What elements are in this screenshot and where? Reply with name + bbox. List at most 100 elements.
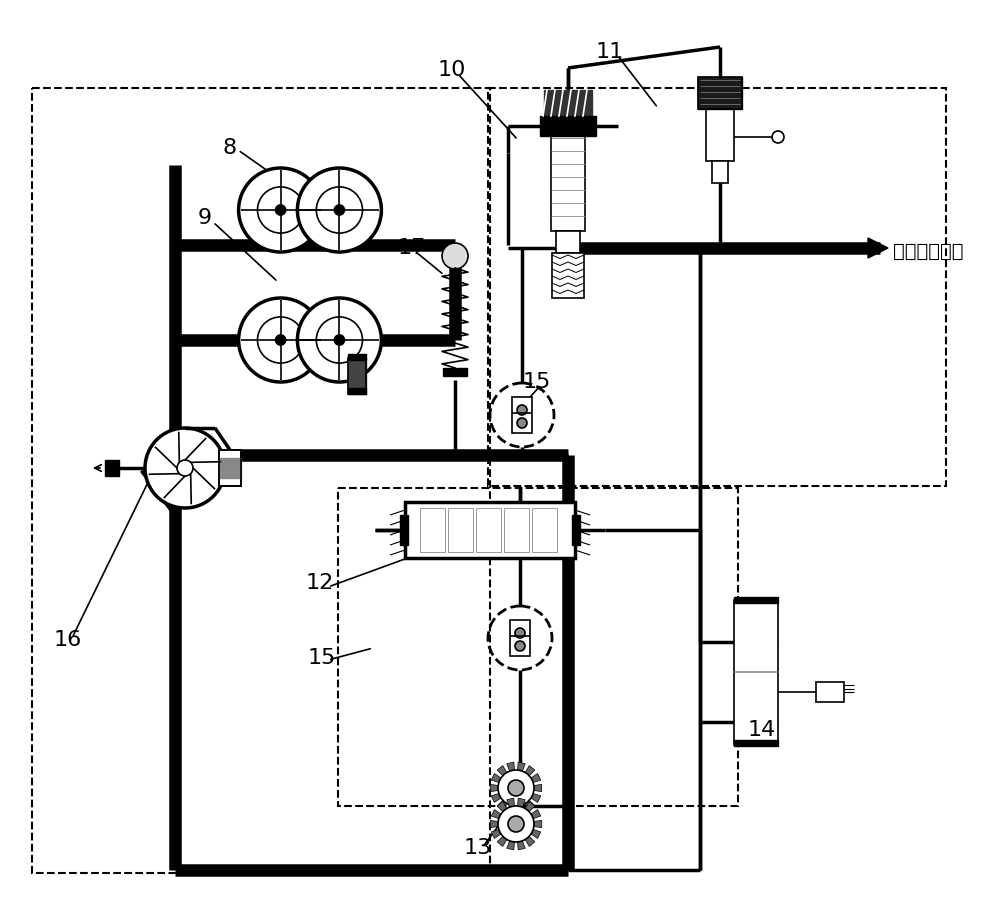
Bar [698, 77, 742, 109]
Circle shape [316, 187, 362, 233]
Circle shape [517, 418, 527, 428]
Bar [348, 358, 366, 394]
Text: 9: 9 [198, 208, 212, 228]
Bar [544, 90, 592, 116]
Polygon shape [518, 805, 525, 814]
Polygon shape [497, 836, 507, 846]
Bar [532, 508, 557, 552]
Bar [510, 620, 530, 656]
Bar [400, 515, 408, 545]
Circle shape [297, 168, 381, 252]
Polygon shape [497, 801, 507, 811]
Bar [712, 161, 728, 183]
Text: 17: 17 [398, 238, 426, 258]
Circle shape [334, 335, 344, 345]
Polygon shape [534, 821, 542, 828]
Bar [504, 508, 529, 552]
Polygon shape [525, 766, 535, 776]
Circle shape [772, 131, 784, 143]
Polygon shape [507, 841, 514, 850]
Circle shape [334, 205, 344, 215]
Polygon shape [491, 774, 501, 782]
Polygon shape [507, 762, 514, 771]
Text: 14: 14 [748, 720, 776, 740]
Text: 16: 16 [54, 630, 82, 650]
Text: 11: 11 [596, 42, 624, 62]
Bar [734, 740, 778, 746]
Circle shape [316, 317, 362, 363]
Polygon shape [490, 821, 498, 828]
Bar [219, 450, 241, 486]
Polygon shape [531, 774, 541, 782]
Polygon shape [531, 830, 541, 838]
Circle shape [239, 168, 323, 252]
Bar [540, 116, 596, 136]
Bar [551, 136, 585, 231]
Polygon shape [507, 798, 514, 807]
Circle shape [297, 298, 381, 382]
Polygon shape [490, 784, 498, 791]
Circle shape [498, 806, 534, 842]
Polygon shape [507, 805, 514, 814]
Bar [219, 450, 241, 486]
Polygon shape [525, 802, 535, 812]
Polygon shape [868, 238, 888, 258]
Bar [405, 502, 575, 558]
Circle shape [145, 428, 225, 508]
Text: 15: 15 [523, 372, 551, 392]
Polygon shape [491, 830, 501, 838]
Circle shape [508, 816, 524, 832]
Polygon shape [531, 793, 541, 802]
Polygon shape [497, 766, 507, 776]
Bar [512, 397, 532, 433]
Text: 10: 10 [438, 60, 466, 80]
Bar [552, 253, 584, 298]
Polygon shape [491, 793, 501, 802]
Bar [348, 354, 366, 360]
Bar [476, 508, 501, 552]
Polygon shape [491, 810, 501, 819]
Circle shape [258, 317, 304, 363]
Bar [348, 358, 366, 394]
Circle shape [508, 780, 524, 796]
Text: 去燃油调节器: 去燃油调节器 [893, 242, 964, 260]
Bar [734, 600, 778, 745]
Bar [32, 88, 490, 873]
Polygon shape [518, 841, 525, 850]
Bar [348, 388, 366, 394]
Circle shape [276, 335, 286, 345]
Bar [706, 109, 734, 161]
Circle shape [177, 460, 193, 476]
Text: 8: 8 [223, 138, 237, 158]
Bar [105, 460, 119, 476]
Bar [338, 488, 738, 806]
Circle shape [498, 770, 534, 806]
Polygon shape [525, 801, 535, 811]
Circle shape [239, 298, 323, 382]
Polygon shape [497, 802, 507, 812]
Circle shape [515, 628, 525, 638]
Bar [556, 231, 580, 253]
Bar [698, 77, 742, 109]
Bar [488, 88, 946, 486]
Text: 12: 12 [306, 573, 334, 593]
Polygon shape [518, 762, 525, 771]
Polygon shape [531, 810, 541, 819]
Text: 13: 13 [464, 838, 492, 858]
Bar [219, 458, 241, 478]
Polygon shape [518, 798, 525, 807]
Circle shape [258, 187, 304, 233]
Bar [443, 368, 467, 376]
Bar [572, 515, 580, 545]
Circle shape [442, 243, 468, 269]
Circle shape [276, 205, 286, 215]
Circle shape [515, 641, 525, 651]
Bar [816, 682, 844, 702]
Circle shape [517, 405, 527, 415]
Polygon shape [525, 836, 535, 846]
Polygon shape [534, 784, 542, 791]
Bar [734, 597, 778, 603]
Text: 15: 15 [308, 648, 336, 668]
Bar [448, 508, 473, 552]
Bar [420, 508, 445, 552]
